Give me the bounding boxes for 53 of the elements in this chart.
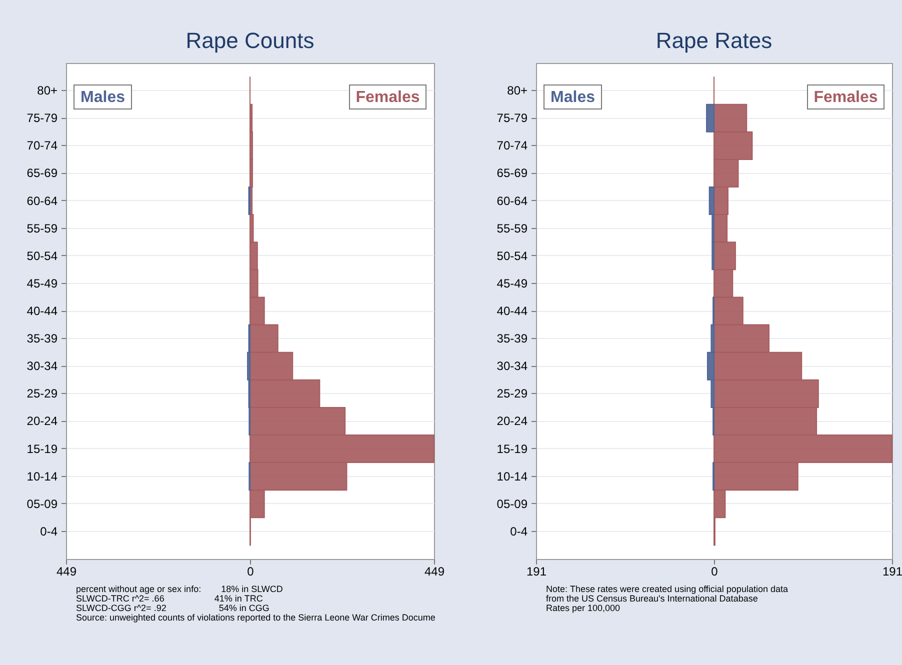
y-tick-label: 80+ xyxy=(507,84,528,98)
y-tick-label: 05-09 xyxy=(26,496,58,511)
y-tick-label: 35-39 xyxy=(496,332,528,346)
y-tick-label: 50-54 xyxy=(496,248,528,263)
text: SLWCD-CGG r^2= .92 54% in CGG xyxy=(76,603,270,613)
y-tick-label: 80+ xyxy=(37,84,58,98)
x-tick-label: 449 xyxy=(56,564,77,578)
text: SLWCD-TRC r^2= .66 41% in TRC xyxy=(76,594,264,604)
y-tick-label: 45-49 xyxy=(496,276,528,290)
y-tick-label: 05-09 xyxy=(496,496,528,511)
y-tick-label: 40-44 xyxy=(26,304,58,318)
y-tick-label: 75-79 xyxy=(496,111,528,126)
text: Note: These rates were created using official population data xyxy=(546,584,788,594)
y-tick-label: 15-19 xyxy=(26,442,58,456)
y-tick-label: 65-69 xyxy=(26,166,58,180)
y-tick-label: 30-34 xyxy=(496,359,528,374)
x-tick-label: 191 xyxy=(882,564,902,578)
y-tick-label: 65-69 xyxy=(496,166,528,180)
x-tick-label: 191 xyxy=(526,564,547,578)
y-tick-label: 55-59 xyxy=(496,221,528,236)
y-tick-label: 20-24 xyxy=(496,414,528,428)
y-tick-label: 70-74 xyxy=(26,138,58,153)
text: Females xyxy=(356,89,420,106)
y-tick-label: 75-79 xyxy=(26,111,58,126)
y-tick-label: 10-14 xyxy=(496,469,528,484)
text: from the US Census Bureau's International Database xyxy=(546,594,758,604)
text: Females xyxy=(814,89,878,106)
x-tick-label: 449 xyxy=(424,564,445,578)
source-note: Source: unweighted counts of violations reported to the Sierra Leone War Crimes Docume xyxy=(76,612,436,622)
y-tick-label: 0-4 xyxy=(510,524,528,538)
chart-title: Rape Counts xyxy=(186,28,314,53)
y-tick-label: 50-54 xyxy=(26,248,58,263)
text: Males xyxy=(550,89,596,106)
text: percent without age or sex info: 18% in SLWCD xyxy=(76,584,284,594)
y-tick-label: 30-34 xyxy=(26,359,58,374)
y-tick-label: 70-74 xyxy=(496,138,528,153)
chart-title: Rape Rates xyxy=(656,28,772,53)
y-tick-label: 10-14 xyxy=(26,469,58,484)
y-tick-label: 60-64 xyxy=(496,194,528,208)
y-tick-label: 15-19 xyxy=(496,442,528,456)
text: Males xyxy=(80,89,126,106)
y-tick-label: 25-29 xyxy=(496,386,528,401)
y-tick-label: 0-4 xyxy=(40,524,58,538)
y-tick-label: 55-59 xyxy=(26,221,58,236)
y-tick-label: 45-49 xyxy=(26,276,58,290)
y-tick-label: 40-44 xyxy=(496,304,528,318)
y-tick-label: 25-29 xyxy=(26,386,58,401)
y-tick-label: 60-64 xyxy=(26,194,58,208)
y-tick-label: 35-39 xyxy=(26,332,58,346)
y-tick-label: 20-24 xyxy=(26,414,58,428)
x-tick-label: 0 xyxy=(711,564,718,578)
x-tick-label: 0 xyxy=(247,564,254,578)
text: Rates per 100,000 xyxy=(546,603,620,613)
